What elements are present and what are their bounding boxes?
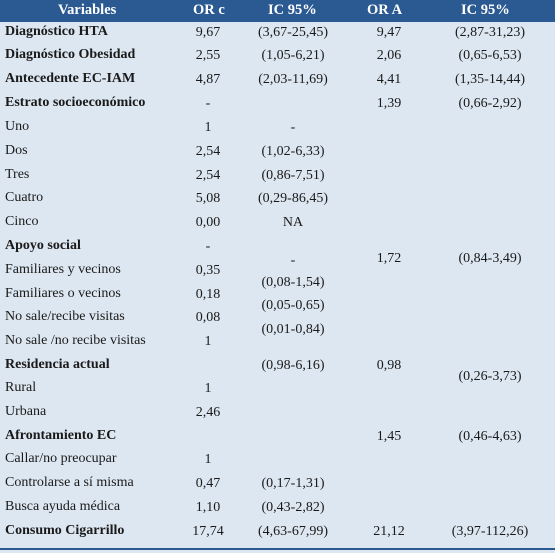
header-or-crude: OR c — [193, 2, 225, 18]
row-6-ic-crude: (0,86-7,51) — [261, 168, 325, 183]
row-21-ic-adjusted: (3,97-112,26) — [451, 524, 529, 539]
residencia-ic-adjusted: (0,26-3,73) — [458, 369, 522, 384]
row-14-or-adjusted: 0,98 — [376, 358, 402, 373]
row-9-variable: Apoyo social — [5, 238, 81, 253]
table-bottom-rule — [0, 548, 555, 550]
row-7-ic-crude: (0,29-86,45) — [258, 191, 328, 206]
row-6-or-crude: 2,54 — [195, 168, 221, 183]
row-12-or-crude: 0,08 — [195, 310, 221, 325]
row-4-or-crude: 1 — [204, 120, 212, 135]
row-17-or-adjusted: 1,45 — [376, 429, 402, 444]
apoyo-ic-1: (0,08-1,54) — [261, 275, 325, 290]
row-11-or-crude: 0,18 — [195, 287, 221, 302]
row-2-or-adjusted: 4,41 — [376, 72, 402, 87]
row-12-variable: No sale/recibe visitas — [5, 309, 125, 324]
row-19-ic-crude: (0,17-1,31) — [261, 476, 325, 491]
row-8-ic-crude: NA — [282, 215, 304, 230]
row-21-or-crude: 17,74 — [192, 524, 224, 539]
header-variables: Variables — [58, 2, 117, 18]
row-21-ic-crude: (4,63-67,99) — [258, 524, 328, 539]
row-1-variable: Diagnóstico Obesidad — [5, 47, 136, 62]
row-5-ic-crude: (1,02-6,33) — [261, 144, 325, 159]
row-4-ic-crude: - — [290, 120, 296, 135]
row-19-or-crude: 0,47 — [195, 476, 221, 491]
afrontamiento-ic-adjusted: (0,46-4,63) — [458, 429, 522, 444]
row-2-variable: Antecedente EC-IAM — [5, 71, 136, 86]
header-ic-adjusted: IC 95% — [461, 2, 510, 18]
row-0-ic-crude: (3,67-25,45) — [258, 25, 328, 40]
row-21-or-adjusted: 21,12 — [373, 524, 405, 539]
row-20-or-crude: 1,10 — [195, 500, 221, 515]
row-17-variable: Afrontamiento EC — [5, 428, 117, 443]
row-0-or-adjusted: 9,47 — [376, 25, 402, 40]
row-1-ic-crude: (1,05-6,21) — [261, 48, 325, 63]
row-13-variable: No sale /no recibe visitas — [5, 333, 146, 348]
row-6-variable: Tres — [5, 167, 30, 182]
row-3-ic-adjusted: (0,66-2,92) — [458, 96, 522, 111]
row-18-or-crude: 1 — [204, 452, 212, 467]
row-2-or-crude: 4,87 — [195, 72, 221, 87]
row-3-or-crude: - — [205, 96, 211, 111]
row-16-or-crude: 2,46 — [195, 405, 221, 420]
row-1-or-adjusted: 2,06 — [376, 48, 402, 63]
row-14-variable: Residencia actual — [5, 357, 110, 372]
row-19-variable: Controlarse a sí misma — [5, 475, 134, 490]
row-20-variable: Busca ayuda médica — [5, 499, 121, 514]
row-5-variable: Dos — [5, 143, 28, 158]
row-9-or-crude: - — [205, 239, 211, 254]
row-15-variable: Rural — [5, 380, 37, 395]
header-ic-crude: IC 95% — [268, 2, 317, 18]
apoyo-ic-2: (0,05-0,65) — [261, 298, 325, 313]
row-13-or-crude: 1 — [204, 334, 212, 349]
row-2-ic-adjusted: (1,35-14,44) — [455, 72, 525, 87]
row-14-ic-crude: (0,98-6,16) — [261, 358, 325, 373]
row-5-or-crude: 2,54 — [195, 144, 221, 159]
row-1-ic-adjusted: (0,65-6,53) — [458, 48, 522, 63]
row-0-or-crude: 9,67 — [195, 25, 221, 40]
row-8-or-crude: 0,00 — [195, 215, 221, 230]
table-header: Variables OR c IC 95% OR A IC 95% — [0, 0, 555, 22]
apoyo-ic-3: (0,01-0,84) — [261, 322, 325, 337]
row-4-variable: Uno — [5, 119, 30, 134]
row-10-or-crude: 0,35 — [195, 263, 221, 278]
row-3-or-adjusted: 1,39 — [376, 96, 402, 111]
row-15-or-crude: 1 — [204, 381, 212, 396]
row-0-ic-adjusted: (2,87-31,23) — [455, 25, 525, 40]
apoyo-ic-adjusted: (0,84-3,49) — [458, 251, 522, 266]
row-8-variable: Cinco — [5, 214, 39, 229]
row-7-variable: Cuatro — [5, 190, 44, 205]
apoyo-ic-dash: - — [290, 253, 296, 268]
header-or-adjusted: OR A — [367, 2, 403, 18]
row-20-ic-crude: (0,43-2,82) — [261, 500, 325, 515]
row-2-ic-crude: (2,03-11,69) — [258, 72, 328, 87]
row-16-variable: Urbana — [5, 404, 47, 419]
row-7-or-crude: 5,08 — [195, 191, 221, 206]
apoyo-or-adjusted: 1,72 — [376, 251, 402, 266]
row-0-variable: Diagnóstico HTA — [5, 24, 108, 39]
row-11-variable: Familiares o vecinos — [5, 286, 121, 301]
row-10-variable: Familiares y vecinos — [5, 262, 121, 277]
row-21-variable: Consumo Cigarrillo — [5, 523, 125, 538]
row-18-variable: Callar/no preocupar — [5, 451, 117, 466]
row-1-or-crude: 2,55 — [195, 48, 221, 63]
row-3-variable: Estrato socioeconómico — [5, 95, 146, 110]
